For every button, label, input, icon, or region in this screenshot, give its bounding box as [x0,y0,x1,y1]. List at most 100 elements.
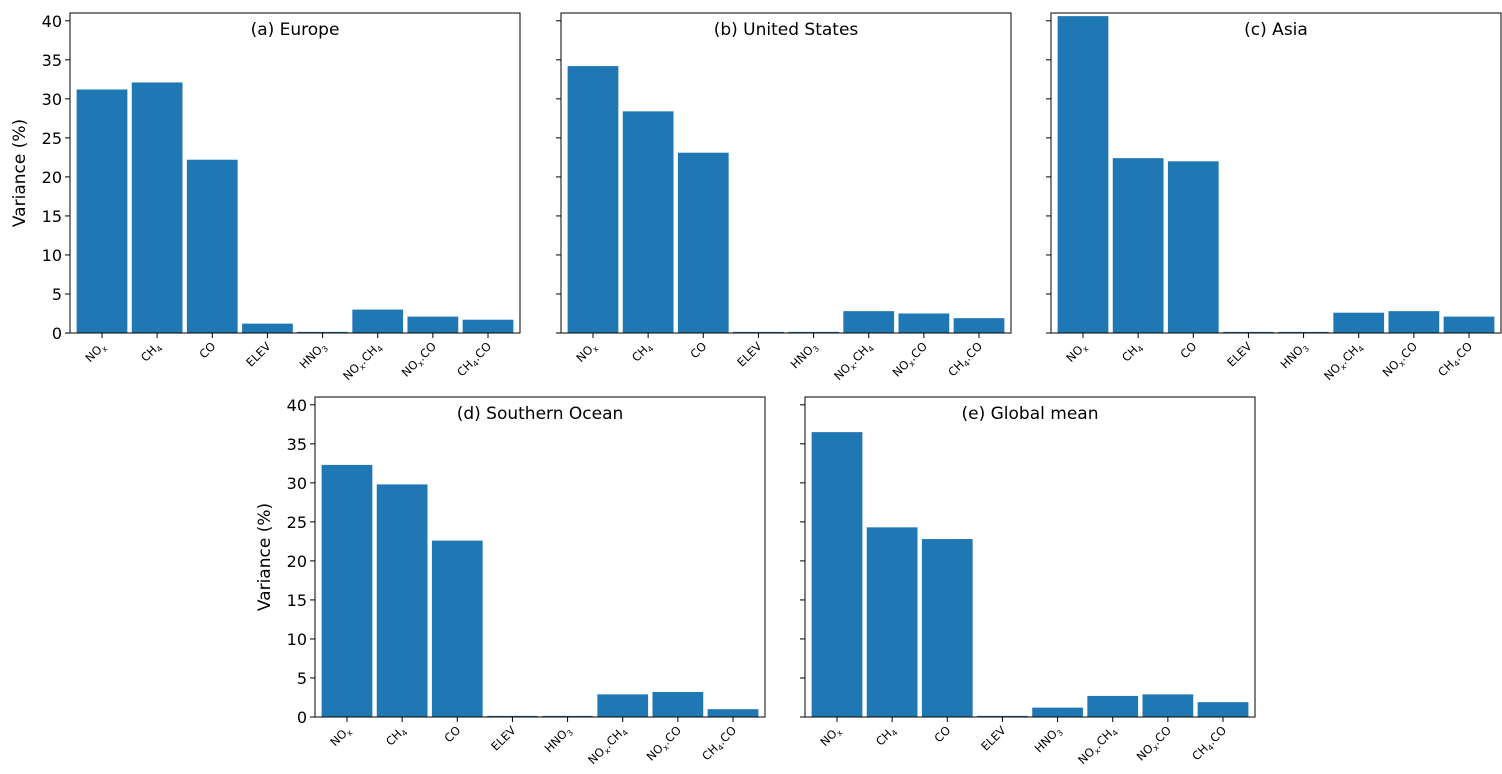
y-tick-label: 15 [287,591,307,610]
chart-panel-c-asia: NOx​ CH4​ CO ELEV HNO3​ NOx​.CH4​ NOx​.CO CH4​.… [1046,12,1502,384]
x-tick-label-no-x-co: NOx​.CO [1380,339,1422,381]
y-tick-label: 35 [287,435,307,454]
chart-title: (b) United States [714,20,859,40]
x-tick-label-ch-4-co: CH4​.CO [945,339,986,380]
x-tick-label-no-x: NOx​ [82,339,109,366]
chart-panel-b-united-states: NOx​ CH4​ CO ELEV HNO3​ NOx​.CH4​ NOx​.CO CH4​.… [556,12,1012,384]
plot-frame [560,12,1012,334]
bar-no-x-co [652,692,704,717]
y-tick-label: 40 [287,396,307,415]
x-tick-label-no-x-ch-4: NOx​.CH4​ [1075,723,1120,768]
x-tick-label-no-x-ch-4: NOx​.CH4​ [1321,339,1366,384]
x-tick-label-no-x: NOx​ [1063,339,1090,366]
plot-frame [804,396,1256,718]
bar-ch-4-co [953,318,1005,333]
x-tick-label-no-x-co: NOx​.CO [890,339,932,381]
bar-elev [242,323,293,333]
y-tick-label: 0 [52,324,62,343]
y-tick-label: 30 [287,474,307,493]
x-tick-label-hno-3: HNO3​ [1278,339,1312,373]
x-tick-label-hno-3: HNO3​ [788,339,822,373]
x-tick-label-ch-4-co: CH4​.CO [699,723,740,764]
x-tick-label-elev: ELEV [734,339,764,369]
x-tick-label-no-x: NOx​ [327,723,354,750]
y-axis-label: Variance (%) [10,119,30,227]
bar-co [1167,161,1219,333]
bar-no-x [567,66,619,333]
bar-co [431,540,483,717]
chart-title: (e) Global mean [962,404,1099,424]
bar-no-x-co [898,313,950,333]
x-tick-label-elev: ELEV [978,723,1008,753]
bar-ch-4 [1112,158,1164,333]
x-tick-label-no-x: NOx​ [573,339,600,366]
bar-ch-4 [866,527,918,717]
y-tick-label: 15 [42,207,62,226]
bar-hno-3 [1032,707,1083,717]
bar-co [921,539,973,717]
x-tick-label-elev: ELEV [488,723,518,753]
chart-panel-e-global-mean: NOx​ CH4​ CO ELEV HNO3​ NOx​.CH4​ NOx​.CO CH4​.… [800,396,1256,768]
x-tick-label-ch-4-co: CH4​.CO [1189,723,1230,764]
x-tick-label-no-x: NOx​ [817,723,844,750]
bar-co [677,152,729,333]
bar-no-x-ch-4 [1333,312,1385,333]
y-tick-label: 5 [52,285,62,304]
plot-frame [1050,12,1502,334]
bar-ch-4-co [1443,316,1495,333]
y-tick-label: 20 [287,552,307,571]
y-tick-label: 40 [42,12,62,31]
y-tick-label: 35 [42,51,62,70]
bar-no-x-co [1388,311,1440,333]
y-tick-label: 25 [42,129,62,148]
bar-no-x [811,432,863,717]
y-tick-label: 5 [297,669,307,688]
x-tick-label-no-x-ch-4: NOx​.CH4​ [340,339,385,384]
chart-panel-d-southern-ocean: 0 5 10 15 20 25 30 35 40 NOx​ CH4​ CO ELEV HNO3​ NOx​.… [255,396,766,768]
bar-ch-4 [376,484,428,717]
bar-no-x-co [407,316,459,333]
x-tick-label-ch-4: CH4​ [1119,339,1146,366]
chart-panel-a-europe: 0 5 10 15 20 25 30 35 40 NOx​ CH4​ CO ELEV HNO3​ NOx​.… [10,12,521,384]
bar-no-x-ch-4 [1087,695,1139,717]
bar-no-x-ch-4 [597,694,649,717]
x-tick-label-ch-4: CH4​ [873,723,900,750]
x-tick-label-ch-4-co: CH4​.CO [454,339,495,380]
bar-ch-4-co [707,709,759,717]
plot-frame [314,396,766,718]
bar-co [186,159,238,333]
bar-ch-4 [131,82,183,334]
y-tick-label: 0 [297,708,307,727]
x-tick-label-no-x-ch-4: NOx​.CH4​ [831,339,876,384]
bar-no-x [321,464,373,717]
x-tick-label-ch-4: CH4​ [138,339,165,366]
x-tick-label-no-x-co: NOx​.CO [644,723,686,765]
bar-ch-4 [622,111,674,333]
x-tick-label-no-x-co: NOx​.CO [399,339,441,381]
x-tick-label-ch-4: CH4​ [629,339,656,366]
plot-frame [69,12,521,334]
y-tick-label: 10 [287,630,307,649]
x-tick-label-no-x-ch-4: NOx​.CH4​ [585,723,630,768]
bar-no-x-ch-4 [843,311,895,333]
x-tick-label-co: CO [1177,339,1199,361]
bar-ch-4-co [462,319,514,333]
x-tick-label-hno-3: HNO3​ [297,339,331,373]
x-tick-label-hno-3: HNO3​ [1032,723,1066,757]
x-tick-label-elev: ELEV [243,339,273,369]
bar-no-x [1057,16,1109,334]
y-tick-label: 10 [42,246,62,265]
x-tick-label-ch-4: CH4​ [383,723,410,750]
y-axis-label: Variance (%) [255,503,275,611]
bar-no-x-co [1142,694,1194,717]
x-tick-label-co: CO [196,339,218,361]
x-tick-label-hno-3: HNO3​ [542,723,576,757]
y-tick-label: 25 [287,513,307,532]
x-tick-label-elev: ELEV [1224,339,1254,369]
x-tick-label-co: CO [441,723,463,745]
y-tick-label: 20 [42,168,62,187]
chart-title: (a) Europe [251,20,340,40]
bar-no-x [76,89,128,334]
x-tick-label-co: CO [687,339,709,361]
chart-title: (c) Asia [1244,20,1308,40]
